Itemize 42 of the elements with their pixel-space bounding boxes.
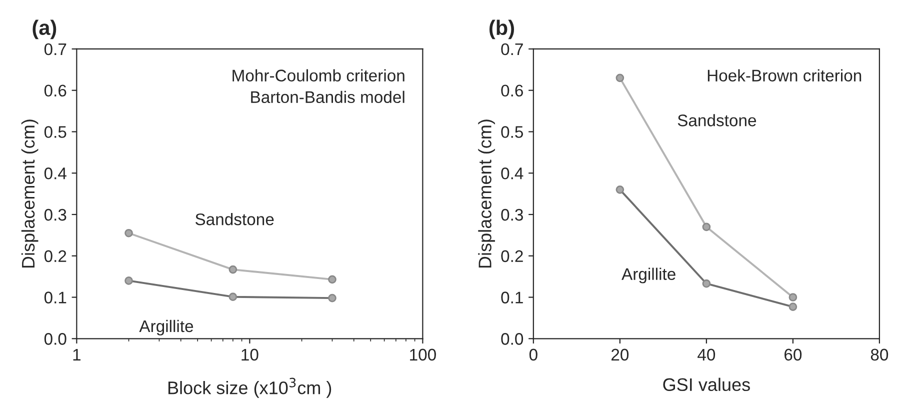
y-tick-label: 0.4 <box>44 168 66 180</box>
y-tick-label: 0.5 <box>44 126 66 138</box>
x-tick-label: 1 <box>73 348 80 360</box>
point <box>616 74 624 82</box>
y-tick-label: 0.5 <box>501 126 524 138</box>
series-label: Sandstone <box>678 114 756 126</box>
x-tick-label: 20 <box>612 348 629 361</box>
y-axis-title: Displacement (cm) <box>21 120 38 268</box>
y-tick-label: 0.6 <box>44 84 66 97</box>
x-tick-label: 60 <box>784 348 802 361</box>
chart-title: (b) <box>489 20 514 40</box>
y-tick-label: 0.7 <box>44 43 66 56</box>
series-label: Argillite <box>622 268 676 284</box>
point <box>702 279 711 288</box>
y-tick-label: 0.0 <box>501 333 524 345</box>
y-tick-label: 0.7 <box>501 43 523 56</box>
annotation: Hoek-Brown criterion <box>708 69 862 82</box>
x-tick-label: 0 <box>529 348 538 361</box>
y-tick-label: 0.1 <box>44 292 66 304</box>
y-tick-label: 0.2 <box>501 250 523 262</box>
x-axis-title: GSI values <box>663 378 750 392</box>
y-tick-label: 0.1 <box>501 292 523 304</box>
y-tick-label: 0.6 <box>501 84 523 97</box>
x-tick-label: 100 <box>410 348 436 361</box>
annotation: Mohr-Coulomb criterion Barton-Bandis model <box>232 69 404 104</box>
point <box>788 293 798 302</box>
y-tick-label: 0.3 <box>44 208 66 221</box>
series-label: Argillite <box>139 320 194 336</box>
y-tick-label: 0.4 <box>501 168 524 180</box>
x-tick-label: 10 <box>242 348 258 361</box>
point <box>616 185 624 194</box>
y-axis-title: Displacement (cm) <box>478 120 495 268</box>
series-label: Sandstone <box>195 213 274 226</box>
point <box>702 222 711 232</box>
x-tick-label: 80 <box>870 348 888 361</box>
x-tick-label: 40 <box>698 348 716 361</box>
y-tick-label: 0.2 <box>44 250 66 262</box>
y-tick-label: 0.3 <box>501 208 523 221</box>
x-axis-title: Block size (x10$^{3}$cm ) <box>168 378 332 398</box>
chart-title: (a) <box>32 20 56 40</box>
y-tick-label: 0.0 <box>44 333 66 345</box>
point <box>788 302 798 311</box>
